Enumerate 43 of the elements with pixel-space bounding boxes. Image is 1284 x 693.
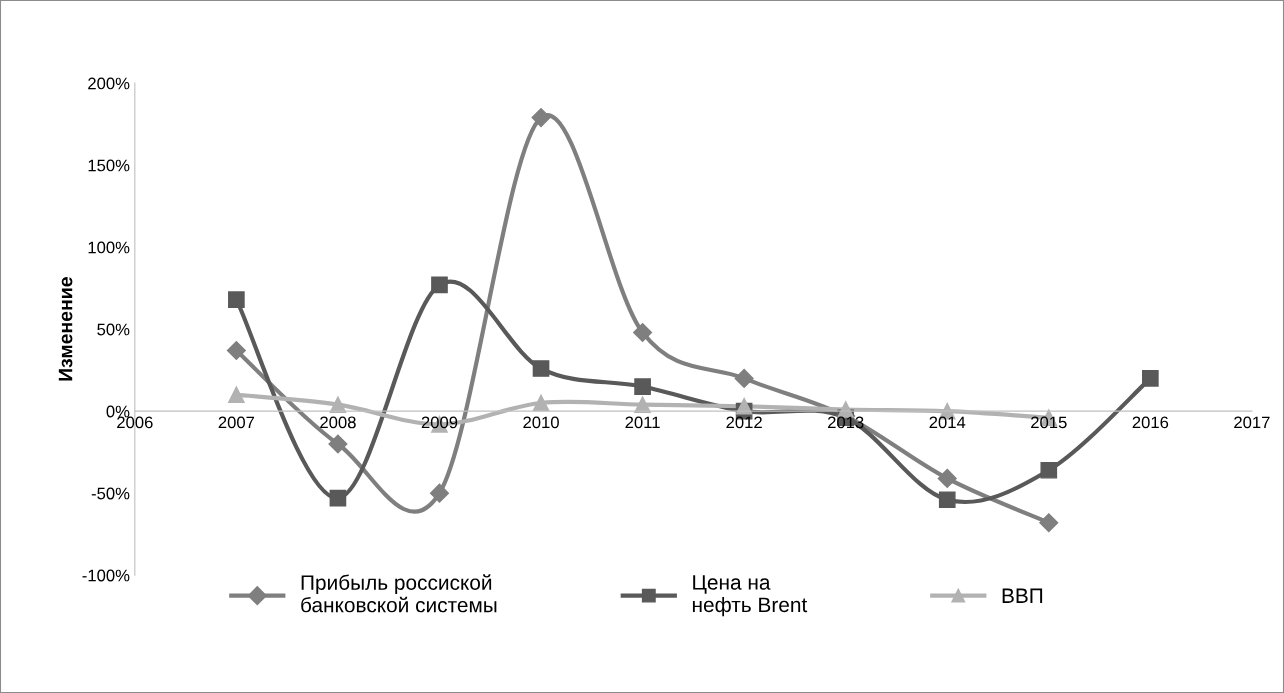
point [531, 108, 551, 128]
y-tick-label: 150% [88, 159, 130, 172]
point [633, 322, 653, 342]
point [226, 340, 246, 361]
point [328, 434, 348, 454]
x-tick-label: 2007 [218, 416, 255, 429]
legend-label: ВВП [1002, 588, 1043, 603]
x-tick-label: 2012 [726, 416, 762, 429]
point [734, 368, 754, 388]
point [1142, 370, 1159, 387]
y-tick-label: -50% [91, 487, 130, 500]
point [1039, 513, 1059, 533]
x-tick-label: 2010 [523, 416, 559, 429]
point [431, 276, 448, 294]
point [228, 291, 245, 308]
point [329, 489, 347, 507]
y-tick-label: 50% [97, 323, 130, 336]
point [1040, 461, 1058, 479]
legend-label: Цена на нефть Brent [692, 575, 808, 617]
x-tick-label: 2006 [117, 416, 153, 429]
point [532, 360, 550, 377]
point [938, 491, 956, 509]
point [532, 394, 550, 412]
y-tick-label: -100% [82, 569, 130, 582]
x-tick-label: 2014 [929, 416, 966, 429]
x-tick-label: 2009 [421, 416, 458, 429]
y-tick-label: 100% [88, 241, 130, 254]
x-tick-label: 2015 [1031, 416, 1067, 429]
point [634, 378, 651, 395]
y-tick-label: 200% [88, 77, 130, 90]
point [634, 396, 651, 413]
point [937, 468, 957, 488]
point [329, 396, 347, 413]
point [429, 483, 450, 503]
point [228, 386, 245, 404]
y-axis-title: Изменение [58, 277, 73, 381]
point [735, 397, 753, 415]
x-tick-label: 2008 [320, 416, 356, 429]
y-tick-label: 0% [106, 405, 130, 418]
x-tick-label: 2017 [1234, 416, 1270, 429]
x-tick-label: 2016 [1132, 416, 1169, 429]
x-tick-label: 2011 [625, 416, 660, 429]
legend-label: Прибыль россиской банковской системы [301, 574, 497, 613]
